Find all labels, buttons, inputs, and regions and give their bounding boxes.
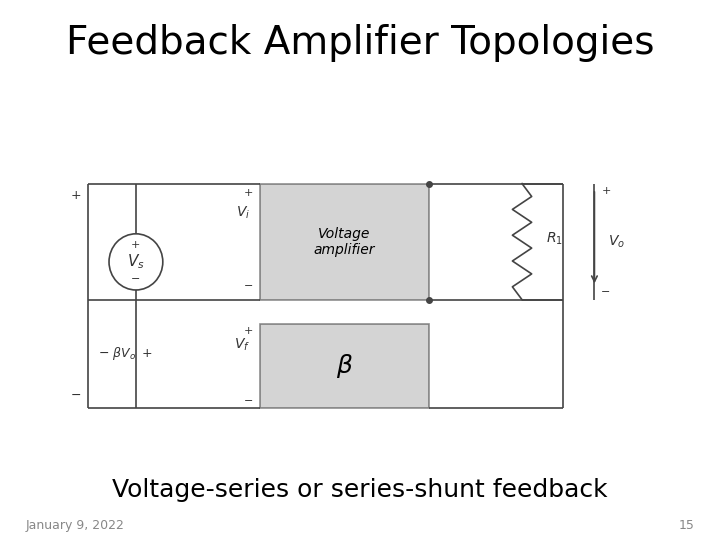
Text: $\beta$: $\beta$: [336, 352, 353, 380]
Text: −: −: [244, 396, 253, 406]
Text: January 9, 2022: January 9, 2022: [26, 519, 125, 532]
Text: Voltage-series or series-shunt feedback: Voltage-series or series-shunt feedback: [112, 478, 608, 502]
Text: 15: 15: [678, 519, 694, 532]
Text: −: −: [601, 287, 611, 297]
Text: $R_1$: $R_1$: [546, 231, 563, 247]
Text: Voltage
amplifier: Voltage amplifier: [314, 227, 375, 256]
Text: Feedback Amplifier Topologies: Feedback Amplifier Topologies: [66, 24, 654, 62]
Text: $V_i$: $V_i$: [235, 205, 250, 221]
Bar: [260, 184, 429, 300]
Text: +: +: [131, 240, 140, 250]
Ellipse shape: [109, 234, 163, 290]
Text: $-\ \beta V_o\ +$: $-\ \beta V_o\ +$: [98, 345, 153, 362]
Text: −: −: [244, 281, 253, 291]
Text: $V_s$: $V_s$: [127, 253, 145, 271]
Text: −: −: [131, 274, 140, 284]
Text: +: +: [244, 188, 253, 198]
Text: +: +: [70, 189, 81, 202]
Bar: [260, 324, 429, 408]
Text: $V_o$: $V_o$: [608, 233, 625, 250]
Text: +: +: [601, 186, 611, 197]
Text: $V_f$: $V_f$: [233, 337, 250, 353]
Text: −: −: [71, 389, 81, 402]
Text: +: +: [244, 326, 253, 336]
